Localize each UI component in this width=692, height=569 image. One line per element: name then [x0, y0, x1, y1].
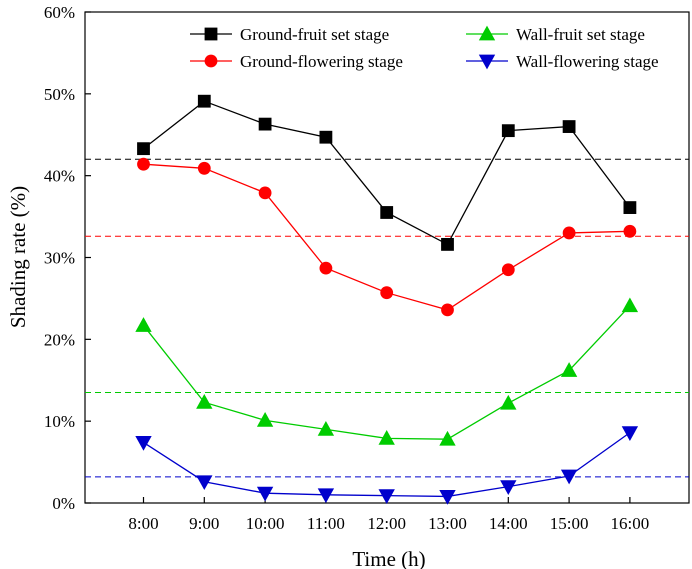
y-axis: 0% 10% 20% 30% 40% 50% 60% [44, 3, 91, 513]
legend-marker [478, 54, 496, 70]
x-tick-label: 16:00 [611, 514, 650, 533]
data-point [623, 224, 637, 238]
legend-label: Ground-flowering stage [240, 52, 403, 71]
data-point [621, 426, 639, 441]
x-tick-label: 8:00 [128, 514, 158, 533]
legend-marker [478, 25, 496, 41]
data-point [258, 117, 272, 131]
x-tick-label: 15:00 [550, 514, 589, 533]
data-point [319, 261, 333, 275]
x-tick-label: 12:00 [367, 514, 406, 533]
data-point [196, 394, 213, 409]
legend-label: Wall-fruit set stage [516, 25, 645, 44]
data-point [135, 317, 152, 332]
y-tick-label: 50% [44, 85, 75, 104]
legend-item: Wall-flowering stage [466, 52, 659, 71]
y-tick-label: 60% [44, 3, 75, 22]
data-point [439, 490, 456, 505]
y-tick-label: 40% [44, 167, 75, 186]
y-tick-label: 30% [44, 249, 75, 268]
legend-marker [204, 54, 218, 68]
data-point [441, 238, 454, 251]
data-point [560, 362, 578, 377]
data-point [317, 488, 335, 504]
data-point [319, 130, 333, 144]
y-tick-label: 20% [44, 330, 75, 349]
y-axis-title: Shading rate (%) [6, 186, 30, 328]
plot-frame [84, 11, 690, 504]
data-point [256, 412, 274, 427]
data-point [197, 94, 211, 108]
data-point [380, 206, 394, 219]
data-point [621, 297, 639, 313]
plot-border [84, 11, 690, 504]
data-point [501, 263, 515, 277]
data-point [317, 421, 335, 436]
data-point [137, 142, 150, 156]
data-point [380, 286, 394, 300]
data-point [500, 480, 517, 495]
x-tick-label: 14:00 [489, 514, 528, 533]
data-point [378, 489, 395, 504]
series-3 [135, 297, 639, 446]
data-point [196, 475, 213, 491]
legend-marker [204, 27, 218, 41]
legend-item: Ground-flowering stage [190, 52, 403, 71]
data-point [500, 394, 517, 410]
data-point [135, 436, 152, 451]
legend-item: Ground-fruit set stage [190, 25, 389, 44]
data-point [137, 157, 150, 171]
y-tick-label: 0% [52, 494, 75, 513]
data-point [378, 430, 395, 445]
series-1 [137, 94, 637, 251]
legend: Ground-fruit set stage Wall-fruit set sta… [190, 25, 659, 71]
x-axis-title: Time (h) [352, 547, 425, 569]
series-4 [135, 426, 639, 505]
x-tick-label: 11:00 [307, 514, 345, 533]
data-point [441, 303, 454, 317]
x-tick-label: 13:00 [428, 514, 467, 533]
data-point [439, 430, 456, 446]
legend-item: Wall-fruit set stage [466, 25, 645, 44]
x-axis: 8:00 9:00 10:00 11:00 12:00 13:00 14:00 15:00 16… [128, 497, 649, 533]
y-tick-label: 10% [44, 412, 75, 431]
x-tick-label: 10:00 [246, 514, 285, 533]
data-point [501, 124, 515, 138]
legend-label: Wall-flowering stage [516, 52, 659, 71]
series-layer [135, 94, 639, 505]
data-point [256, 486, 274, 502]
mean-reference-lines [85, 158, 689, 478]
series-2 [137, 157, 637, 317]
data-point [623, 201, 637, 214]
data-point [562, 226, 576, 240]
data-point [560, 469, 578, 485]
series-line [142, 305, 631, 440]
legend-label: Ground-fruit set stage [240, 25, 389, 44]
x-tick-label: 9:00 [189, 514, 219, 533]
data-point [197, 161, 211, 175]
data-point [562, 120, 576, 133]
data-point [258, 186, 272, 200]
